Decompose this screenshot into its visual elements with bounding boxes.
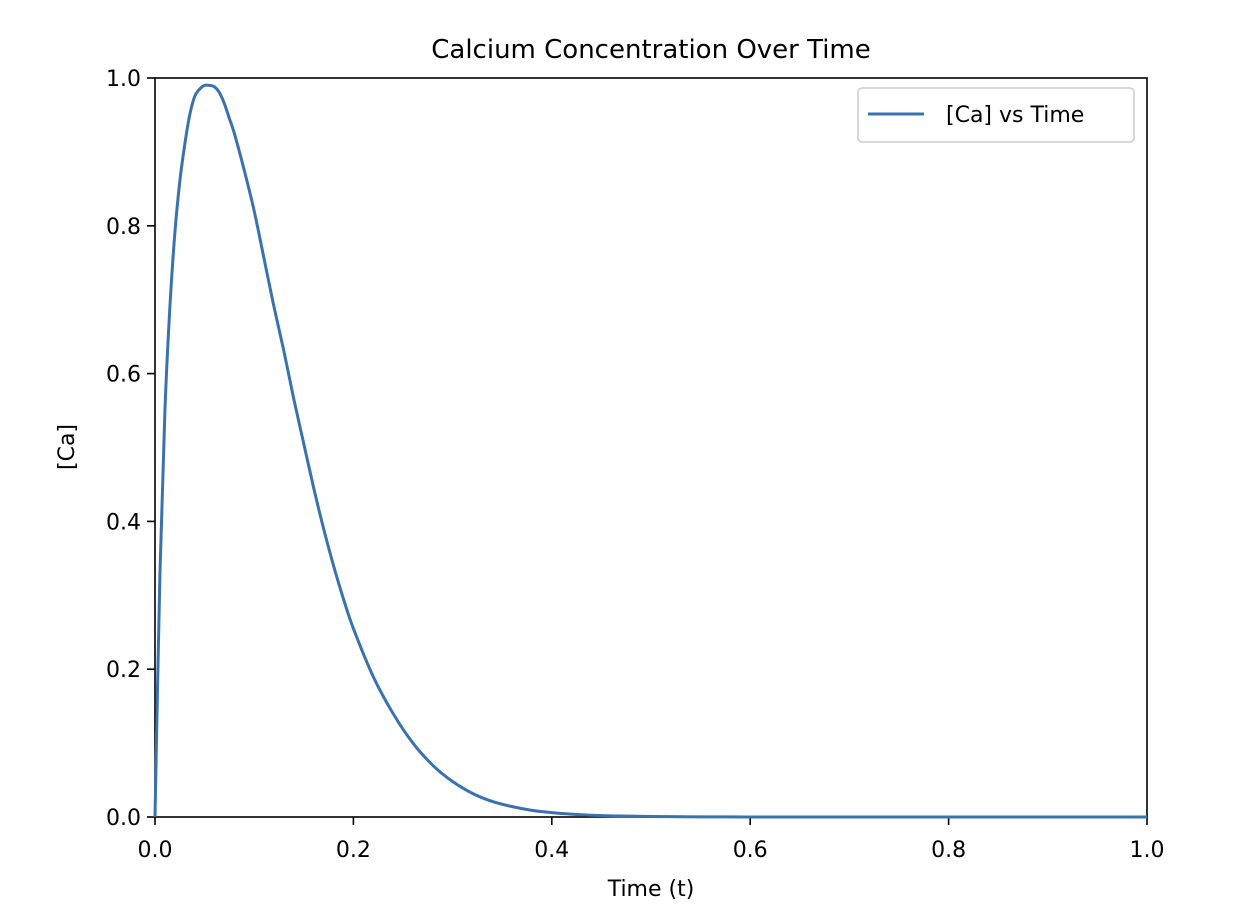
y-tick-label: 0.2 xyxy=(106,658,141,683)
x-tick-label: 0.0 xyxy=(138,838,173,863)
x-tick-label: 0.6 xyxy=(733,838,768,863)
legend-box xyxy=(857,87,1135,143)
x-axis-ticks: 0.0 0.2 0.4 0.6 0.8 1.0 xyxy=(138,817,1165,863)
legend-label: [Ca] vs Time xyxy=(946,103,1084,128)
y-axis-label: [Ca] xyxy=(55,424,80,470)
y-tick-label: 0.8 xyxy=(106,215,141,240)
y-tick-label: 0.6 xyxy=(106,363,141,388)
y-tick-label: 0.4 xyxy=(106,510,141,535)
x-axis-label: Time (t) xyxy=(607,877,695,902)
x-tick-label: 0.2 xyxy=(336,838,371,863)
series-line-ca-vs-time xyxy=(153,83,1147,819)
x-tick-label: 1.0 xyxy=(1130,838,1165,863)
x-tick-label: 0.4 xyxy=(534,838,569,863)
legend: [Ca] vs Time xyxy=(857,87,1135,143)
chart-title: Calcium Concentration Over Time xyxy=(431,35,871,65)
plot-area-frame xyxy=(154,77,1148,818)
y-tick-label: 0.0 xyxy=(106,806,141,831)
y-axis-ticks: 0.0 0.2 0.4 0.6 0.8 1.0 xyxy=(106,67,155,831)
y-tick-label: 1.0 xyxy=(106,67,141,92)
x-tick-label: 0.8 xyxy=(931,838,966,863)
